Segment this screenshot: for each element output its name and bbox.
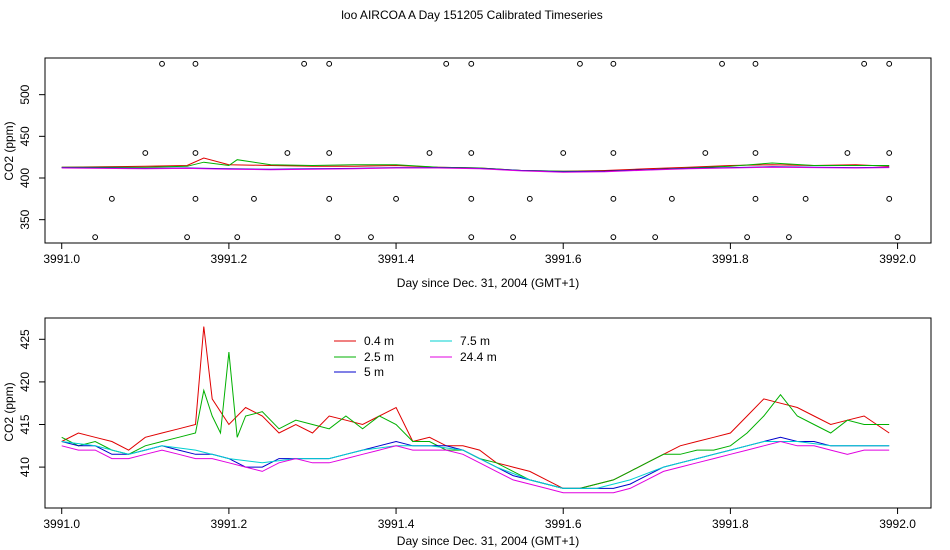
marker-point xyxy=(284,150,291,156)
top-y-axis-label: CO2 (ppm) xyxy=(2,121,16,180)
marker-point xyxy=(468,234,475,241)
marker-point xyxy=(786,234,792,241)
top-x-tick-label: 3991.2 xyxy=(211,252,248,266)
bottom-series-group xyxy=(61,326,890,494)
marker-point xyxy=(861,60,868,67)
marker-point xyxy=(752,60,759,67)
legend-label: 2.5 m xyxy=(364,350,394,364)
marker-point xyxy=(426,150,433,156)
marker-point xyxy=(702,150,709,156)
legend-label: 0.4 m xyxy=(364,334,394,348)
marker-point xyxy=(744,234,751,241)
top-x-axis: 3991.0 3991.2 3991.4 3991.6 3991.8 3992.0 xyxy=(43,243,916,266)
bottom-x-axis: 3991.0 3991.2 3991.4 3991.6 3991.8 3992.0 xyxy=(43,508,916,531)
marker-point xyxy=(334,234,341,241)
marker-point xyxy=(92,234,99,241)
marker-point xyxy=(886,195,893,202)
bottom-x-axis-label: Day since Dec. 31, 2004 (GMT+1) xyxy=(397,534,579,548)
top-x-tick-label: 3992.0 xyxy=(879,252,916,266)
marker-point xyxy=(184,234,190,241)
top-y-tick-label: 500 xyxy=(18,84,32,104)
bottom-x-tick-label: 3991.6 xyxy=(545,517,582,531)
bottom-x-tick-label: 3991.2 xyxy=(211,517,248,531)
bottom-y-tick-label: 415 xyxy=(18,414,32,434)
bottom-x-tick-label: 3991.4 xyxy=(378,517,415,531)
series-line-7-5-mm xyxy=(61,441,890,489)
top-x-tick-label: 3991.6 xyxy=(545,252,582,266)
marker-point xyxy=(844,150,851,156)
marker-point xyxy=(192,150,199,156)
top-x-tick-label: 3991.4 xyxy=(378,252,415,266)
bottom-x-tick-label: 3992.0 xyxy=(879,517,916,531)
marker-point xyxy=(468,150,475,156)
marker-point xyxy=(159,60,165,67)
top-marker-group xyxy=(92,60,901,241)
top-panel: 3991.0 3991.2 3991.4 3991.6 3991.8 3992.0 350… xyxy=(2,57,932,290)
top-x-tick-label: 3991.0 xyxy=(43,252,80,266)
marker-point xyxy=(610,60,617,67)
top-x-tick-label: 3991.8 xyxy=(712,252,749,266)
bottom-y-axis-label: CO2 (ppm) xyxy=(2,382,16,441)
marker-point xyxy=(142,150,149,156)
marker-point xyxy=(368,234,374,241)
series-line-0-4-mm xyxy=(61,157,890,172)
marker-point xyxy=(301,60,308,67)
marker-point xyxy=(468,60,475,67)
top-plot-frame xyxy=(44,57,932,244)
bottom-x-tick-label: 3991.8 xyxy=(712,517,749,531)
legend-label: 24.4 m xyxy=(460,350,497,364)
marker-point xyxy=(610,195,617,202)
series-line-2-5-mm xyxy=(61,352,890,489)
marker-point xyxy=(577,60,583,67)
marker-point xyxy=(192,195,199,202)
bottom-x-tick-label: 3991.0 xyxy=(43,517,80,531)
marker-point xyxy=(468,195,475,202)
top-y-tick-label: 400 xyxy=(18,168,32,188)
marker-point xyxy=(251,195,257,202)
top-y-axis: 350 400 450 500 xyxy=(18,84,45,230)
marker-point xyxy=(326,195,333,202)
bottom-plot-frame xyxy=(44,317,932,509)
series-line-0-4-mm xyxy=(61,326,890,489)
marker-point xyxy=(652,234,659,241)
marker-point xyxy=(526,195,533,202)
marker-point xyxy=(886,150,893,156)
legend-label: 7.5 m xyxy=(460,334,490,348)
marker-point xyxy=(668,195,675,202)
marker-point xyxy=(560,150,567,156)
bottom-y-axis: 410 415 420 425 xyxy=(18,329,45,477)
marker-point xyxy=(752,150,759,156)
top-series-group xyxy=(61,157,890,173)
marker-point xyxy=(326,150,333,156)
top-y-tick-label: 450 xyxy=(18,126,32,146)
legend-label: 5 m xyxy=(364,365,384,379)
top-x-axis-label: Day since Dec. 31, 2004 (GMT+1) xyxy=(397,276,579,290)
marker-point xyxy=(886,60,893,67)
marker-point xyxy=(802,195,809,202)
bottom-panel: 3991.0 3991.2 3991.4 3991.6 3991.8 3992.0 410… xyxy=(2,317,932,548)
marker-point xyxy=(108,195,115,202)
marker-point xyxy=(192,60,199,67)
bottom-y-tick-label: 410 xyxy=(18,457,32,477)
top-y-tick-label: 350 xyxy=(18,209,32,229)
marker-point xyxy=(752,195,759,202)
marker-point xyxy=(326,60,333,67)
bottom-y-tick-label: 425 xyxy=(18,329,32,349)
marker-point xyxy=(234,234,241,241)
marker-point xyxy=(610,234,617,241)
marker-point xyxy=(443,60,450,67)
marker-point xyxy=(393,195,399,202)
legend: 0.4 m 2.5 m5 m 7.5 m 24.4 m xyxy=(334,334,497,379)
series-line-24-4-mm xyxy=(61,166,890,173)
marker-point xyxy=(510,234,516,241)
series-line-24-4-mm xyxy=(61,440,890,494)
chart-title: loo AIRCOA A Day 151205 Calibrated Times… xyxy=(341,8,602,22)
bottom-y-tick-label: 420 xyxy=(18,372,32,392)
marker-point xyxy=(894,234,901,241)
marker-point xyxy=(610,150,617,156)
marker-point xyxy=(719,60,725,67)
